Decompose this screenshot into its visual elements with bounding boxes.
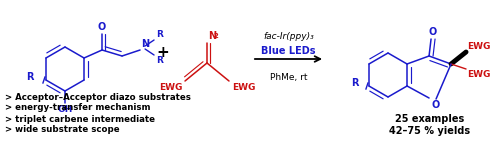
Text: EWG: EWG	[467, 70, 490, 79]
Text: N: N	[208, 31, 216, 41]
Text: O: O	[431, 100, 440, 110]
Text: EWG: EWG	[467, 42, 490, 51]
Text: 42–75 % yields: 42–75 % yields	[390, 126, 470, 136]
Text: R: R	[26, 72, 34, 82]
Text: OH: OH	[58, 105, 72, 114]
Text: EWG: EWG	[232, 83, 256, 92]
Text: EWG: EWG	[158, 83, 182, 92]
Text: O: O	[429, 27, 437, 37]
Text: +: +	[156, 45, 170, 60]
Text: N: N	[141, 39, 149, 49]
Text: > wide substrate scope: > wide substrate scope	[5, 126, 119, 135]
Text: R: R	[156, 30, 163, 39]
Text: R: R	[352, 78, 359, 88]
Text: > triplet carbene intermediate: > triplet carbene intermediate	[5, 115, 155, 123]
Text: > Acceptor–Acceptor diazo substrates: > Acceptor–Acceptor diazo substrates	[5, 92, 191, 101]
Text: 25 examples: 25 examples	[396, 114, 464, 124]
Text: 2: 2	[214, 33, 219, 39]
Text: PhMe, rt: PhMe, rt	[270, 73, 307, 82]
Text: > energy-transfer mechanism: > energy-transfer mechanism	[5, 103, 150, 112]
Text: O: O	[98, 22, 106, 32]
Text: fac-Ir(ppy)₃: fac-Ir(ppy)₃	[263, 32, 314, 41]
Text: R: R	[156, 56, 163, 65]
Text: Blue LEDs: Blue LEDs	[261, 46, 316, 56]
